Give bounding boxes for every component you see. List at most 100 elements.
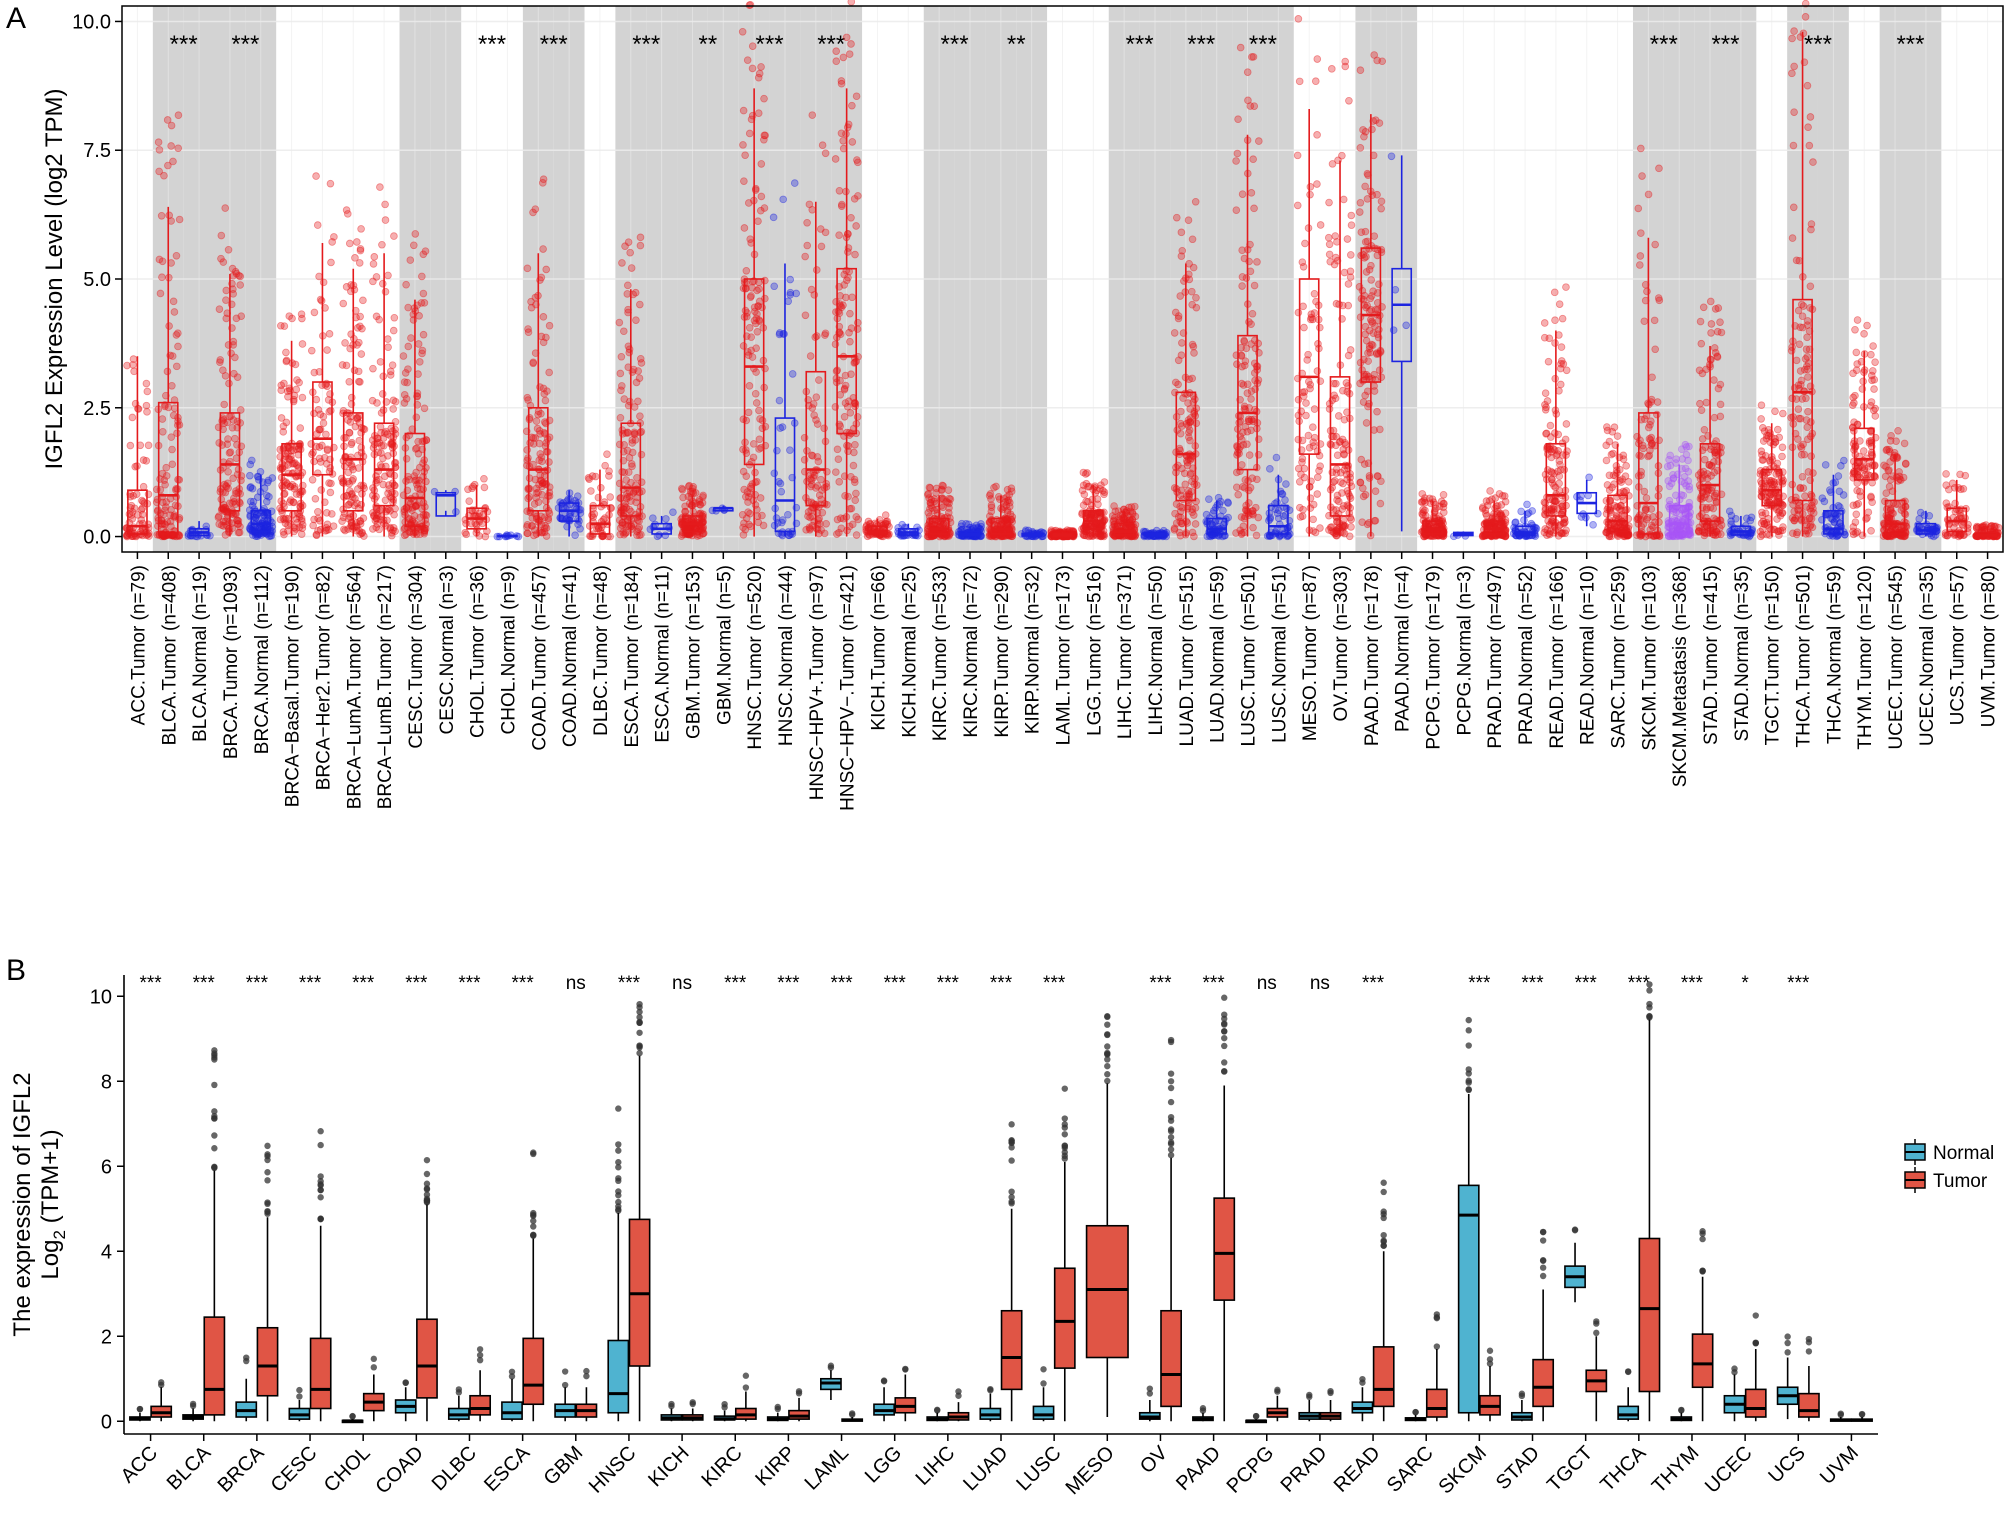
panel-a-point	[1205, 495, 1213, 503]
panel-a-point	[1562, 283, 1570, 291]
panel-a-point	[618, 259, 626, 267]
panel-a-point	[388, 479, 397, 487]
panel-a-point	[1332, 253, 1340, 262]
panel-a-point	[630, 430, 639, 438]
panel-a-point	[1362, 268, 1371, 276]
panel-a-point	[854, 192, 862, 200]
panel-a-point	[600, 500, 608, 509]
panel-a-point	[523, 264, 532, 273]
panel-a-point	[279, 422, 288, 431]
panel-a-point	[636, 233, 645, 242]
panel-a-point	[1332, 529, 1340, 537]
panel-a-point	[1209, 509, 1217, 517]
panel-a-point	[462, 530, 471, 539]
panel-a-point	[992, 482, 1000, 491]
panel-a-point	[616, 369, 625, 378]
panel-a-point	[740, 177, 748, 185]
panel-a-point	[166, 517, 175, 526]
panel-a-point	[234, 517, 243, 525]
panel-a-point	[1242, 344, 1251, 353]
panel-a-point	[846, 409, 855, 417]
panel-a-point	[1299, 302, 1307, 311]
panel-a-significance: ***	[170, 31, 198, 58]
panel-a-point	[345, 429, 354, 437]
panel-a-point	[851, 440, 859, 449]
panel-a-point	[773, 446, 781, 455]
panel-a-point	[139, 482, 148, 491]
panel-a-point	[944, 486, 953, 494]
panel-a-point	[631, 436, 640, 444]
panel-a-point	[384, 271, 392, 280]
panel-a-point	[298, 393, 307, 402]
panel-a-point	[154, 138, 163, 147]
panel-a-point	[356, 245, 365, 253]
panel-a-point	[849, 461, 858, 470]
panel-a-point	[844, 492, 852, 501]
panel-a-point	[168, 352, 177, 360]
panel-a-point	[1187, 469, 1195, 478]
panel-a-point	[632, 378, 641, 387]
panel-a-point	[354, 485, 362, 493]
panel-a-point	[169, 157, 177, 166]
panel-a-point	[1524, 509, 1533, 517]
panel-a-point	[399, 352, 408, 360]
panel-a-point	[390, 232, 398, 240]
panel-a-point	[1339, 195, 1348, 204]
panel-a-point	[1294, 435, 1303, 444]
panel-a-point	[313, 469, 322, 477]
panel-a-point	[400, 378, 409, 386]
panel-a-point	[1241, 423, 1250, 431]
panel-a-point	[1079, 468, 1088, 477]
panel-a-point	[1482, 509, 1490, 518]
panel-a-point	[1306, 384, 1314, 393]
panel-a-point	[617, 352, 626, 361]
panel-a-point	[1370, 426, 1378, 434]
panel-a-point	[202, 522, 211, 531]
panel-a-point	[1254, 451, 1263, 459]
panel-a-point	[323, 509, 331, 517]
panel-a-point	[844, 273, 852, 282]
panel-a-point	[402, 454, 411, 463]
panel-a-point	[310, 308, 319, 317]
panel-a-significance: **	[1007, 31, 1026, 58]
panel-a-point	[1294, 464, 1303, 473]
panel-a-point	[345, 377, 354, 386]
panel-a-point	[229, 474, 237, 483]
panel-a-point	[1295, 77, 1304, 86]
panel-a-point	[814, 457, 823, 466]
panel-a-point	[542, 265, 551, 274]
panel-a-point	[1237, 513, 1246, 521]
panel-a-point	[850, 475, 859, 484]
panel-a-point	[832, 47, 840, 55]
panel-a-box-brca-tumor-n-1093	[214, 204, 246, 539]
panel-a-point	[1282, 480, 1290, 488]
panel-a-point	[292, 525, 300, 533]
panel-a-point	[217, 495, 226, 504]
panel-a-point	[234, 520, 242, 528]
panel-a-point	[686, 487, 695, 496]
panel-a-point	[1431, 531, 1440, 540]
panel-a-point	[1347, 211, 1356, 220]
panel-a-point	[1272, 453, 1281, 462]
panel-a-point	[1304, 377, 1313, 386]
panel-a-point	[172, 362, 181, 371]
panel-a-point	[1368, 319, 1377, 327]
panel-a-point	[623, 428, 632, 437]
panel-a-point	[1605, 471, 1614, 480]
panel-a-point	[314, 514, 322, 523]
panel-a-point	[761, 276, 769, 285]
panel-a-point	[523, 529, 532, 538]
panel-a-significance: ***	[1249, 31, 1277, 58]
panel-a-point	[310, 457, 318, 466]
panel-a-point	[220, 400, 229, 409]
panel-a-point	[1647, 417, 1655, 426]
panel-a-point	[751, 490, 760, 499]
panel-a-significance: ***	[817, 31, 845, 58]
panel-a-point	[844, 230, 852, 238]
panel-a-point	[848, 101, 856, 110]
panel-a-point	[1546, 495, 1554, 504]
panel-a-point	[1619, 455, 1628, 463]
panel-a-point	[323, 446, 332, 455]
panel-a-point	[260, 528, 269, 537]
panel-a-point	[755, 445, 763, 453]
